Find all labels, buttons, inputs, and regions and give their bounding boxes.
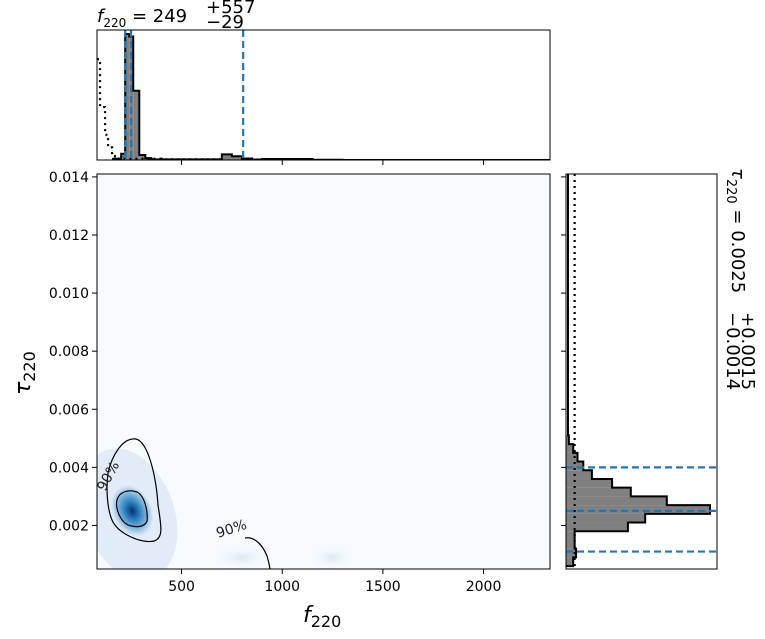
x-axis-ticks: 500 1000 1500 2000 <box>168 569 501 595</box>
density-secondary-peak <box>209 543 275 569</box>
x-tick-label: 1000 <box>264 579 300 595</box>
credible-contours <box>106 438 271 569</box>
x-axis-label-base: f <box>303 603 314 628</box>
f220-histogram <box>112 33 550 160</box>
tau220-hist-bar <box>566 539 575 549</box>
f220-title: f220 = 249 <box>97 6 187 30</box>
tau220-hist-bar <box>566 557 574 567</box>
x-tick-label: 1500 <box>365 579 401 595</box>
right-panel-ticks <box>561 176 566 526</box>
y-axis-label: τ220 <box>11 351 39 395</box>
contour-90-secondary <box>244 537 271 569</box>
y-tick-label: 0.012 <box>49 228 89 244</box>
y-tick-label: 0.002 <box>49 518 89 534</box>
x-tick-label: 500 <box>168 579 195 595</box>
y-tick-label: 0.008 <box>49 344 89 360</box>
f220-title-base: f <box>97 6 106 27</box>
tau220-hist-bar <box>566 487 631 497</box>
f220-hist-bar <box>221 154 232 160</box>
tau220-title-sup: +0.0015 <box>737 312 758 390</box>
f220-hist-bar <box>125 34 130 160</box>
tau220-title-low: −0.0014 <box>722 312 743 390</box>
tau220-hist-bar <box>566 531 575 540</box>
f220-quantile-lines <box>124 30 245 160</box>
tau220-title-base: τ <box>727 168 748 179</box>
top-marginal-panel: f220 = 249 +557 −29 <box>96 0 551 165</box>
top-panel-ticks <box>181 160 485 165</box>
tau220-title-value: = 0.0025 <box>727 204 748 294</box>
f220-title-sup: +557 <box>206 0 255 18</box>
tau220-hist-bar <box>566 478 613 488</box>
top-panel-frame <box>96 29 551 161</box>
f220-hist-bar <box>133 90 140 160</box>
tau220-hist-bar <box>566 548 577 558</box>
tau220-hist-bar <box>566 522 628 532</box>
main-panel-frame <box>96 173 551 570</box>
f220-title-sub: 220 <box>103 16 126 30</box>
tau220-hist-bar <box>566 461 584 471</box>
f220-title-low: −29 <box>206 12 244 33</box>
tau220-hist-bar <box>566 452 578 462</box>
tau220-hist-bar <box>566 470 592 479</box>
right-panel-frame <box>565 173 718 570</box>
x-tick-label: 2000 <box>466 579 502 595</box>
density-secondary-peak <box>308 543 357 569</box>
f220-hist-bar <box>121 153 126 160</box>
y-tick-label: 0.010 <box>49 286 89 302</box>
f220-title-value: = 249 <box>126 6 187 27</box>
main-density-panel: 90% 90% 500 1000 1500 2000 0.0020.0040.0060… <box>11 170 551 631</box>
tau220-title: τ220 = 0.0025 <box>723 168 748 293</box>
x-axis-label: f220 <box>303 603 341 631</box>
f220-prior-curve <box>97 58 222 160</box>
tau220-hist-bar <box>566 513 646 523</box>
y-axis-ticks: 0.002 0.004 0.006 0.008 0.010 0.012 0.014 <box>49 170 97 534</box>
tau220-hist-bar <box>566 505 710 514</box>
density-map <box>97 448 357 569</box>
f220-hist-outline <box>112 33 550 160</box>
y-axis-label-base: τ <box>11 381 36 395</box>
tau220-hist-bar <box>566 444 574 453</box>
contour-50-main <box>115 490 148 528</box>
right-marginal-panel: τ220 = 0.0025 +0.0015 −0.0014 <box>561 168 758 570</box>
f220-hist-bar <box>139 154 146 160</box>
tau220-hist-bar <box>566 435 569 445</box>
f220-hist-bar <box>231 156 242 160</box>
y-tick-label: 0.014 <box>49 170 89 186</box>
y-tick-label: 0.006 <box>49 402 89 418</box>
tau220-quantile-lines <box>566 466 717 553</box>
tau220-hist-bar <box>566 496 667 506</box>
x-axis-label-sub: 220 <box>311 612 342 631</box>
y-tick-label: 0.004 <box>49 460 89 476</box>
contour-90-main <box>106 438 162 543</box>
y-axis-label-sub: 220 <box>20 351 39 382</box>
tau220-title-sub: 220 <box>723 179 738 204</box>
tau220-histogram <box>566 174 711 568</box>
f220-prior-line <box>97 58 222 160</box>
